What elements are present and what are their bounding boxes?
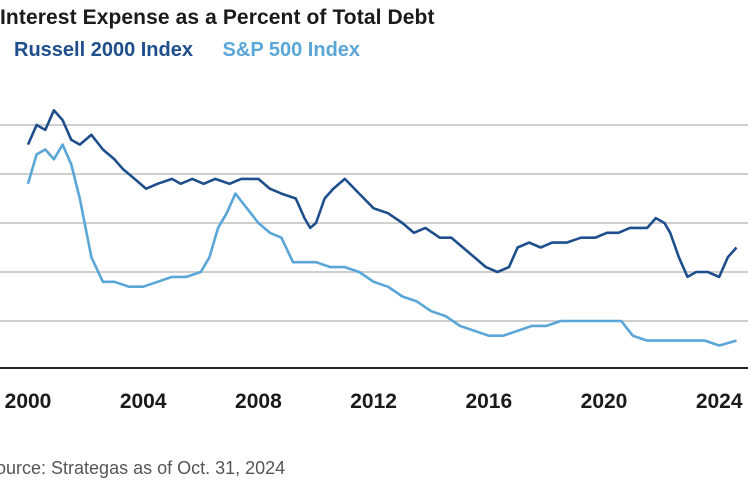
legend-sp-500: S&P 500 Index (222, 39, 361, 61)
legend-russell-2000: Russell 2000 Index (14, 39, 193, 61)
x-tick-label: 2008 (235, 390, 282, 413)
x-tick-label: 2024 (696, 390, 743, 413)
series-line-sp-500 (26, 143, 737, 347)
x-tick-label: 2020 (581, 390, 628, 413)
x-tick-label: 2004 (120, 390, 167, 413)
chart-title: Interest Expense as a Percent of Total D… (0, 6, 435, 29)
x-tick-label: 2012 (350, 390, 397, 413)
legend: Russell 2000 Index S&P 500 Index (14, 39, 360, 62)
series-layer (26, 109, 738, 347)
x-tick-label: 2000 (5, 390, 52, 413)
x-axis-ticks: 2000 2004 2008 2012 2016 2020 2024 (5, 390, 743, 413)
gridlines (0, 124, 748, 322)
series-line-russell-2000 (26, 109, 738, 279)
source-note: Source: Strategas as of Oct. 31, 2024 (0, 458, 286, 478)
x-tick-label: 2016 (465, 390, 512, 413)
